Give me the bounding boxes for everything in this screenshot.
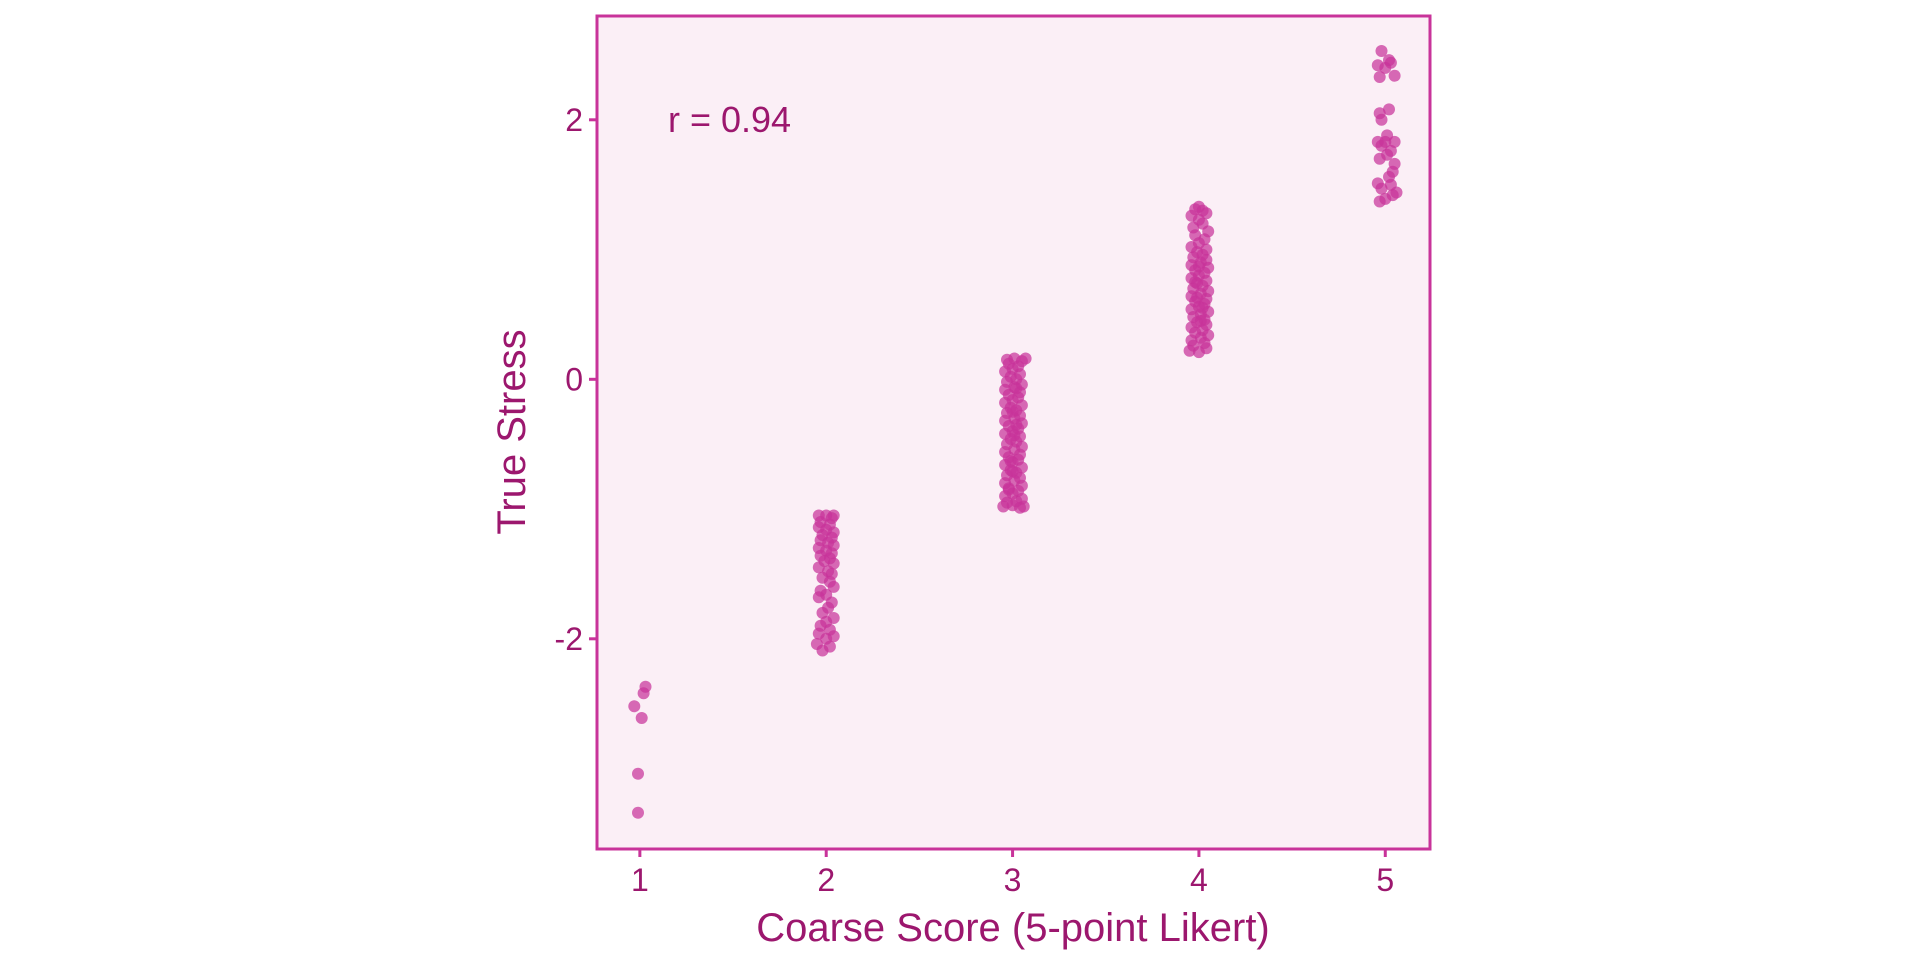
data-point bbox=[816, 606, 829, 619]
data-point bbox=[639, 680, 652, 693]
data-point bbox=[1388, 157, 1401, 170]
y-tick-label: 0 bbox=[565, 361, 583, 397]
x-tick-label: 2 bbox=[817, 862, 835, 898]
data-point bbox=[1192, 260, 1205, 273]
data-point bbox=[632, 806, 644, 819]
data-point bbox=[1008, 429, 1021, 442]
x-axis-label: Coarse Score (5-point Likert) bbox=[756, 906, 1270, 950]
data-point bbox=[1381, 129, 1394, 142]
data-point bbox=[1008, 352, 1021, 365]
data-point bbox=[827, 580, 840, 593]
correlation-annotation: r = 0.94 bbox=[668, 99, 791, 140]
data-point bbox=[1384, 144, 1397, 157]
y-tick-label: 2 bbox=[565, 102, 583, 138]
data-point bbox=[1371, 59, 1384, 72]
data-point bbox=[1373, 71, 1386, 83]
data-point bbox=[1191, 291, 1204, 304]
y-axis-label: True Stress bbox=[490, 329, 534, 534]
data-point bbox=[1002, 483, 1015, 496]
data-point bbox=[1192, 200, 1205, 213]
data-point bbox=[812, 591, 825, 604]
y-axis: 2 0 -2 bbox=[555, 102, 597, 657]
y-tick-label: -2 bbox=[555, 621, 583, 657]
data-point bbox=[1388, 69, 1401, 82]
x-tick-label: 3 bbox=[1004, 862, 1022, 898]
data-point bbox=[1196, 301, 1209, 314]
data-point bbox=[1004, 455, 1017, 467]
data-point bbox=[628, 700, 641, 713]
data-point bbox=[1375, 45, 1388, 57]
data-point bbox=[635, 712, 648, 724]
data-point bbox=[812, 561, 825, 574]
data-points bbox=[628, 45, 1403, 819]
data-point bbox=[1194, 314, 1207, 327]
data-point bbox=[816, 644, 829, 657]
data-point bbox=[1006, 465, 1019, 478]
data-point bbox=[1383, 103, 1395, 116]
data-point bbox=[1371, 177, 1384, 190]
data-point bbox=[1019, 352, 1032, 365]
x-axis: 1 2 3 4 5 bbox=[631, 849, 1394, 898]
data-point bbox=[1006, 405, 1019, 418]
x-tick-label: 5 bbox=[1376, 862, 1394, 898]
data-point bbox=[1375, 113, 1388, 126]
data-point bbox=[1383, 54, 1395, 67]
data-point bbox=[1010, 418, 1023, 431]
x-tick-label: 4 bbox=[1190, 862, 1208, 898]
data-point bbox=[1010, 382, 1023, 395]
x-tick-label: 1 bbox=[631, 862, 649, 898]
data-point bbox=[632, 767, 644, 780]
data-point bbox=[1189, 276, 1202, 288]
